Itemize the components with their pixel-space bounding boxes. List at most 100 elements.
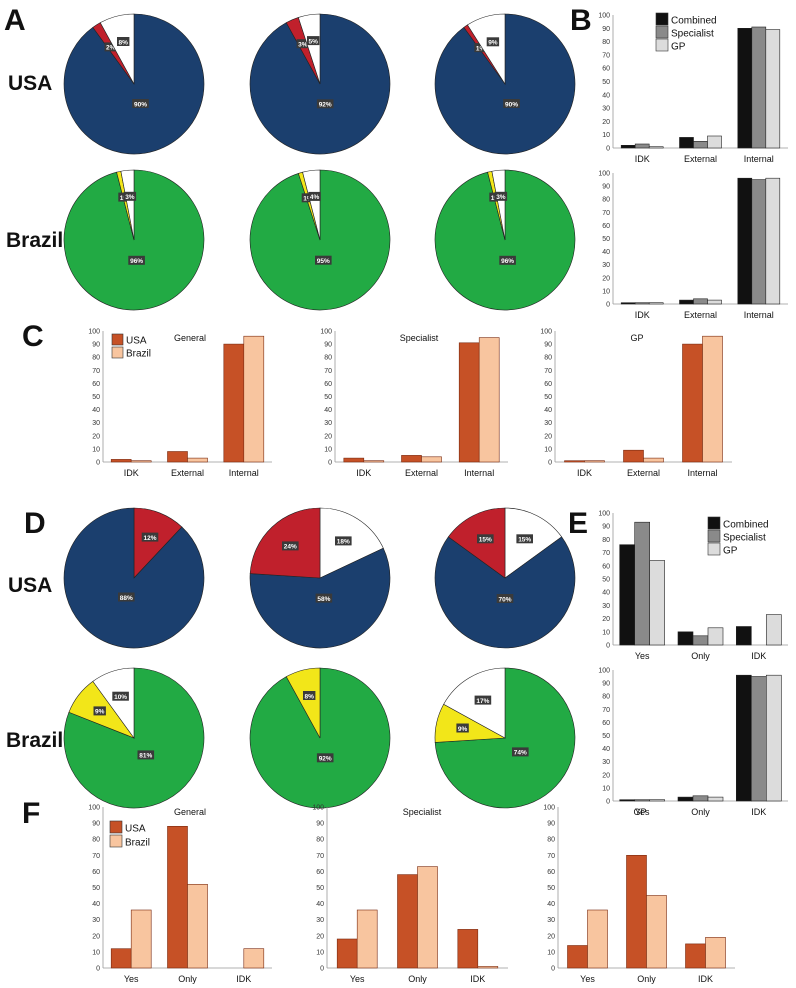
y-tick-label: 20 — [324, 433, 332, 440]
pie-label: 88% — [120, 595, 133, 602]
bar — [110, 459, 132, 463]
pie-label: 70% — [498, 596, 511, 603]
bar — [397, 874, 418, 969]
bar — [243, 948, 265, 969]
y-tick-label: 50 — [316, 885, 324, 892]
pie-label: 15% — [518, 537, 531, 544]
bar — [619, 544, 636, 646]
y-tick-label: 40 — [316, 901, 324, 908]
y-tick-label: 20 — [547, 933, 555, 940]
x-category-label: IDK — [124, 468, 139, 478]
x-category-label: Yes — [124, 974, 139, 984]
bar — [679, 137, 694, 149]
pie-slice — [92, 667, 135, 739]
y-tick-label: 70 — [602, 707, 610, 714]
pie-label: 24% — [284, 544, 297, 551]
legend-label: USA — [125, 824, 146, 835]
y-tick-label: 80 — [316, 837, 324, 844]
pie-slice — [491, 169, 506, 241]
x-category-label: Only — [408, 974, 427, 984]
pie-label: 74% — [514, 750, 527, 757]
y-tick-label: 0 — [606, 146, 610, 153]
pie-label: 96% — [501, 258, 514, 265]
bar — [634, 143, 650, 149]
bar — [737, 27, 753, 149]
bar — [649, 799, 666, 802]
pie-label-box — [307, 36, 320, 46]
y-tick-label: 20 — [602, 119, 610, 126]
y-tick-label: 100 — [88, 805, 100, 812]
x-category-label: External — [171, 468, 204, 478]
pie-slice — [434, 536, 576, 649]
pie-slice — [467, 13, 506, 86]
pie-label-box — [137, 750, 155, 760]
pie-label-box — [308, 191, 321, 201]
y-tick-label: 30 — [602, 262, 610, 269]
bar — [679, 299, 694, 305]
bar — [110, 948, 132, 969]
bar — [187, 457, 208, 463]
pie-label-box — [494, 191, 508, 201]
y-tick-label: 100 — [598, 171, 610, 178]
y-tick-label: 100 — [312, 805, 324, 812]
bar — [167, 825, 188, 969]
pie-label: 3% — [125, 194, 135, 201]
y-tick-label: 50 — [602, 577, 610, 584]
bar — [634, 521, 651, 646]
pie-label-box — [496, 594, 514, 603]
y-tick-label: 0 — [606, 643, 610, 650]
y-tick-label: 30 — [602, 759, 610, 766]
pie-label: 3% — [298, 42, 308, 49]
y-tick-label: 50 — [544, 394, 552, 401]
y-tick-label: 70 — [547, 853, 555, 860]
y-tick-label: 10 — [92, 446, 100, 453]
pie-label-box — [474, 695, 492, 705]
bar — [478, 337, 500, 463]
y-tick-label: 0 — [96, 460, 100, 467]
y-tick-label: 50 — [92, 394, 100, 401]
y-tick-label: 0 — [548, 460, 552, 467]
bar — [692, 635, 709, 646]
y-tick-label: 30 — [92, 917, 100, 924]
x-category-label: Yes — [635, 807, 650, 817]
y-tick-label: 30 — [602, 106, 610, 113]
bar — [677, 631, 694, 646]
chart-title: Specialist — [403, 807, 442, 817]
y-tick-label: 90 — [547, 821, 555, 828]
pie-label-box — [516, 534, 533, 544]
panel-letter-b: B — [570, 4, 592, 37]
y-tick-label: 20 — [544, 433, 552, 440]
pie-label-box — [315, 255, 332, 265]
y-tick-label: 0 — [606, 302, 610, 309]
panel-letter-c: C — [22, 320, 44, 353]
y-tick-label: 100 — [598, 511, 610, 518]
pie-label-box — [301, 193, 315, 203]
legend-label: Specialist — [671, 29, 714, 40]
pie-slice — [297, 13, 321, 85]
y-tick-label: 60 — [92, 869, 100, 876]
y-tick-label: 20 — [316, 933, 324, 940]
bar — [707, 627, 724, 646]
y-tick-label: 50 — [547, 885, 555, 892]
x-category-label: IDK — [470, 974, 485, 984]
pie-label-box — [316, 753, 334, 763]
x-category-label: External — [684, 310, 717, 320]
y-tick-label: 80 — [324, 355, 332, 362]
pie-label-box — [123, 191, 137, 201]
pie-label: 18% — [337, 539, 350, 546]
legend-label: Combined — [723, 520, 769, 531]
y-tick-label: 20 — [602, 616, 610, 623]
pie-slice — [319, 507, 384, 579]
country-label-brazil-a: Brazil — [6, 229, 63, 252]
bar — [737, 177, 753, 305]
bar — [457, 929, 479, 969]
bar — [685, 943, 706, 969]
x-category-label: Only — [637, 974, 656, 984]
legend-label: Combined — [671, 16, 717, 27]
y-tick-label: 30 — [547, 917, 555, 924]
legend-swatch — [655, 25, 669, 39]
x-category-label: IDK — [236, 974, 251, 984]
y-tick-label: 60 — [544, 381, 552, 388]
pie-label: 4% — [310, 194, 320, 201]
y-tick-label: 60 — [324, 381, 332, 388]
